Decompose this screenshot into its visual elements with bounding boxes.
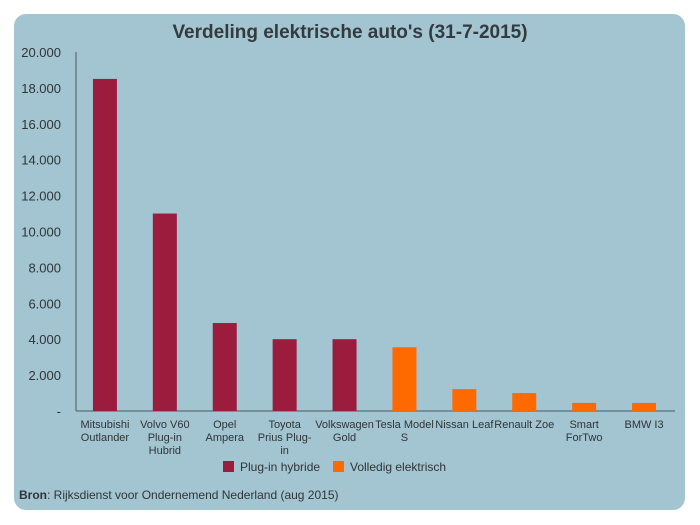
x-axis-labels: Mitsubishi Outlander Volvo V60 Plug-in Hubri… <box>80 419 663 457</box>
y-tick-label: 4.000 <box>28 332 61 347</box>
y-tick-label: 20.000 <box>21 45 61 60</box>
x-tick-label: Mitsubishi Outlander <box>80 419 129 444</box>
source-note: Bron: Rijksdienst voor Ondernemend Neder… <box>19 488 339 502</box>
bar <box>452 389 477 411</box>
chart-panel <box>14 14 685 510</box>
x-tick-label: Volkswagen Gold <box>315 419 374 444</box>
bar <box>272 339 297 411</box>
bar <box>332 339 357 411</box>
x-tick-label: Toyota Prius Plug-in <box>258 419 312 457</box>
bar <box>212 323 237 411</box>
legend: Plug-in hybride Volledig elektrisch <box>223 460 446 474</box>
y-tick-label: 6.000 <box>28 296 61 311</box>
y-tick-label: - <box>57 404 61 419</box>
legend-swatch <box>333 461 344 472</box>
source-label: Bron <box>19 488 47 502</box>
y-tick-label: 18.000 <box>21 81 61 96</box>
source-text: : Rijksdienst voor Ondernemend Nederland… <box>47 488 339 502</box>
bar <box>152 213 177 411</box>
y-tick-label: 2.000 <box>28 368 61 383</box>
legend-label: Plug-in hybride <box>240 460 320 474</box>
x-tick-label: BMW I3 <box>624 419 663 431</box>
x-tick-label: Volvo V60 Plug-in Hubrid <box>140 419 190 457</box>
y-tick-label: 8.000 <box>28 260 61 275</box>
y-tick-label: 12.000 <box>21 189 61 204</box>
bar <box>512 393 537 411</box>
x-tick-label: Smart ForTwo <box>566 419 603 444</box>
bar <box>392 347 417 411</box>
x-tick-label: Tesla Model S <box>375 419 434 444</box>
bar <box>92 78 117 412</box>
legend-label: Volledig elektrisch <box>350 460 446 474</box>
y-tick-label: 10.000 <box>21 225 61 240</box>
chart-title: Verdeling elektrische auto's (31-7-2015) <box>172 22 528 43</box>
x-tick-label: Nissan Leaf <box>435 419 494 431</box>
y-tick-label: 16.000 <box>21 117 61 132</box>
x-tick-label: Opel Ampera <box>205 419 244 444</box>
bar <box>572 402 597 411</box>
bars <box>92 78 657 412</box>
y-tick-label: 14.000 <box>21 153 61 168</box>
y-axis-ticks: - 2.000 4.000 6.000 8.000 10.000 12.000 14.000 1… <box>21 45 61 419</box>
x-tick-label: Renault Zoe <box>494 419 554 431</box>
legend-swatch <box>223 461 234 472</box>
bar <box>632 402 657 411</box>
